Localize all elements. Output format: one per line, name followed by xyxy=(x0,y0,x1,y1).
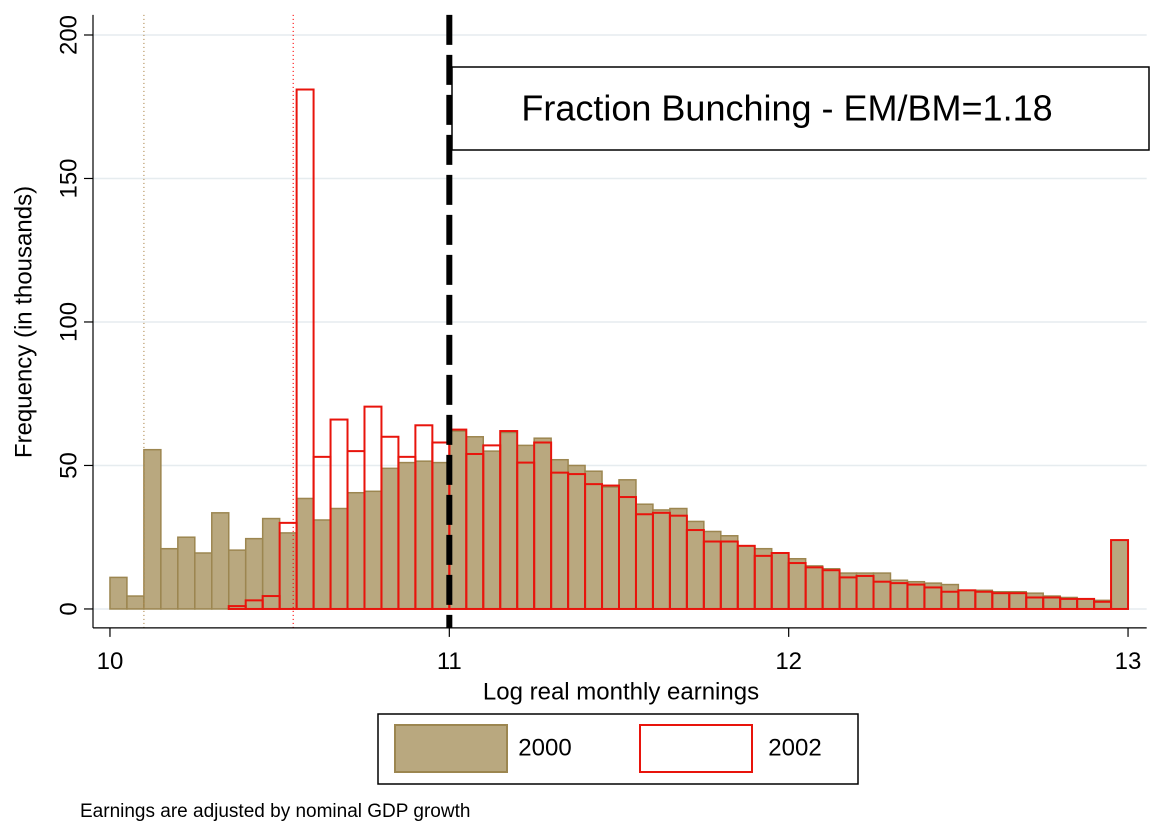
bar xyxy=(1076,598,1095,610)
x-tick-label: 11 xyxy=(437,648,462,675)
bar xyxy=(312,519,332,610)
bar xyxy=(499,431,518,610)
bar xyxy=(720,535,739,610)
bar xyxy=(821,568,841,610)
bar xyxy=(855,572,875,610)
bar xyxy=(618,479,637,610)
bar xyxy=(194,552,213,610)
bar xyxy=(380,467,400,610)
x-tick-label: 12 xyxy=(775,648,802,675)
bar xyxy=(974,589,994,610)
bar xyxy=(227,549,247,610)
legend-swatch xyxy=(639,724,753,773)
y-tick-label: 50 xyxy=(55,452,82,479)
bar xyxy=(1025,592,1044,610)
annotation: Fraction Bunching - EM/BM=1.18 xyxy=(521,88,1052,129)
bar xyxy=(346,491,366,610)
bar xyxy=(957,589,977,610)
bar xyxy=(550,458,569,610)
y-axis-title: Frequency (in thousands) xyxy=(10,186,37,458)
bar xyxy=(770,552,790,610)
bar xyxy=(160,547,179,610)
bar xyxy=(906,580,926,610)
x-tick-label: 10 xyxy=(97,648,124,675)
bar xyxy=(533,437,552,610)
bar xyxy=(703,530,722,610)
bar xyxy=(516,444,535,610)
bar xyxy=(567,464,586,610)
bar xyxy=(872,572,892,610)
legend-label: 2000 xyxy=(518,734,571,761)
bar xyxy=(109,576,128,610)
bar xyxy=(211,512,230,610)
bar xyxy=(686,520,705,610)
plot-area: 0 50 100 150 200 10 11 12 13 xyxy=(55,14,1147,675)
bar xyxy=(177,536,196,610)
bar xyxy=(295,497,315,610)
bar xyxy=(584,470,603,610)
bar xyxy=(753,547,773,610)
bar xyxy=(991,590,1011,610)
bar xyxy=(397,461,417,610)
y-tick-label: 0 xyxy=(55,602,82,615)
legend-label: 2002 xyxy=(768,734,821,761)
bar xyxy=(804,565,824,610)
bar xyxy=(635,503,654,610)
bar xyxy=(838,572,858,610)
x-axis-title: Log real monthly earnings xyxy=(483,678,759,705)
annotation-box xyxy=(451,66,1150,151)
bar xyxy=(465,436,485,610)
bar xyxy=(787,557,807,610)
bar xyxy=(363,490,383,610)
y-tick-label: 150 xyxy=(55,158,82,198)
bar xyxy=(278,532,298,610)
y-tick-label: 200 xyxy=(55,15,82,55)
bar xyxy=(1110,539,1129,610)
note: Earnings are adjusted by nominal GDP gro… xyxy=(80,801,470,822)
bar xyxy=(652,509,671,610)
y-tick-label: 100 xyxy=(55,302,82,342)
bar xyxy=(1008,590,1027,610)
x-tick-label: 13 xyxy=(1115,648,1142,675)
bar xyxy=(414,460,434,610)
bar xyxy=(669,507,688,610)
bar xyxy=(482,450,501,610)
bar xyxy=(1110,539,1130,610)
bar xyxy=(940,583,960,610)
bar xyxy=(126,595,145,610)
bar xyxy=(329,507,349,610)
legend-swatch xyxy=(394,724,508,773)
bar xyxy=(889,579,909,610)
bar xyxy=(295,88,315,610)
bar xyxy=(601,486,620,610)
bar xyxy=(143,448,162,610)
bar xyxy=(737,545,756,610)
bar xyxy=(244,537,264,610)
